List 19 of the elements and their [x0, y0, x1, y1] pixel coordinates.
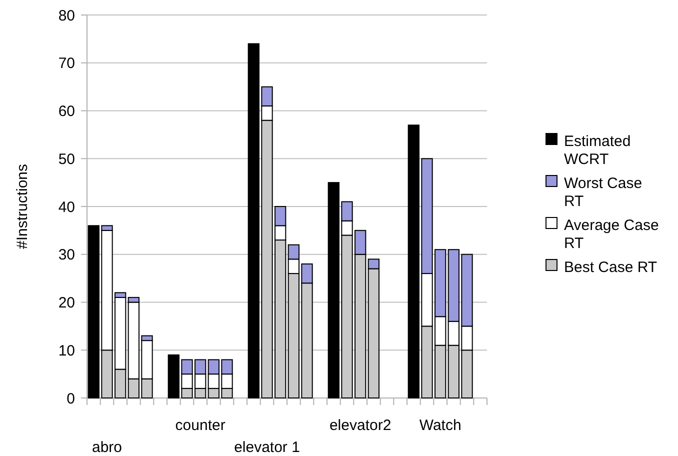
x-tick-label: elevator 1 [234, 439, 300, 456]
y-tick-label: 20 [58, 294, 75, 312]
y-tick-label: 0 [66, 390, 75, 408]
legend-label: Worst Case RT [564, 174, 642, 210]
legend-label: Best Case RT [564, 258, 658, 276]
y-axis-title: #Instructions [14, 164, 31, 250]
x-tick-label: elevator2 [329, 417, 392, 434]
x-tick-label: Watch [419, 417, 462, 434]
y-tick-label: 50 [58, 150, 75, 168]
legend-label: Average Case RT [564, 216, 659, 252]
y-tick-label: 40 [58, 198, 75, 216]
x-tick-label: counter [175, 417, 226, 434]
x-tick-label: abro [92, 439, 122, 456]
y-tick-label: 30 [58, 246, 75, 264]
legend-label: Estimated WCRT [564, 132, 631, 168]
y-tick-label: 60 [58, 103, 75, 120]
y-tick-label: 10 [58, 342, 75, 360]
y-tick-label: 70 [58, 55, 75, 72]
y-tick-label: 80 [58, 7, 75, 24]
